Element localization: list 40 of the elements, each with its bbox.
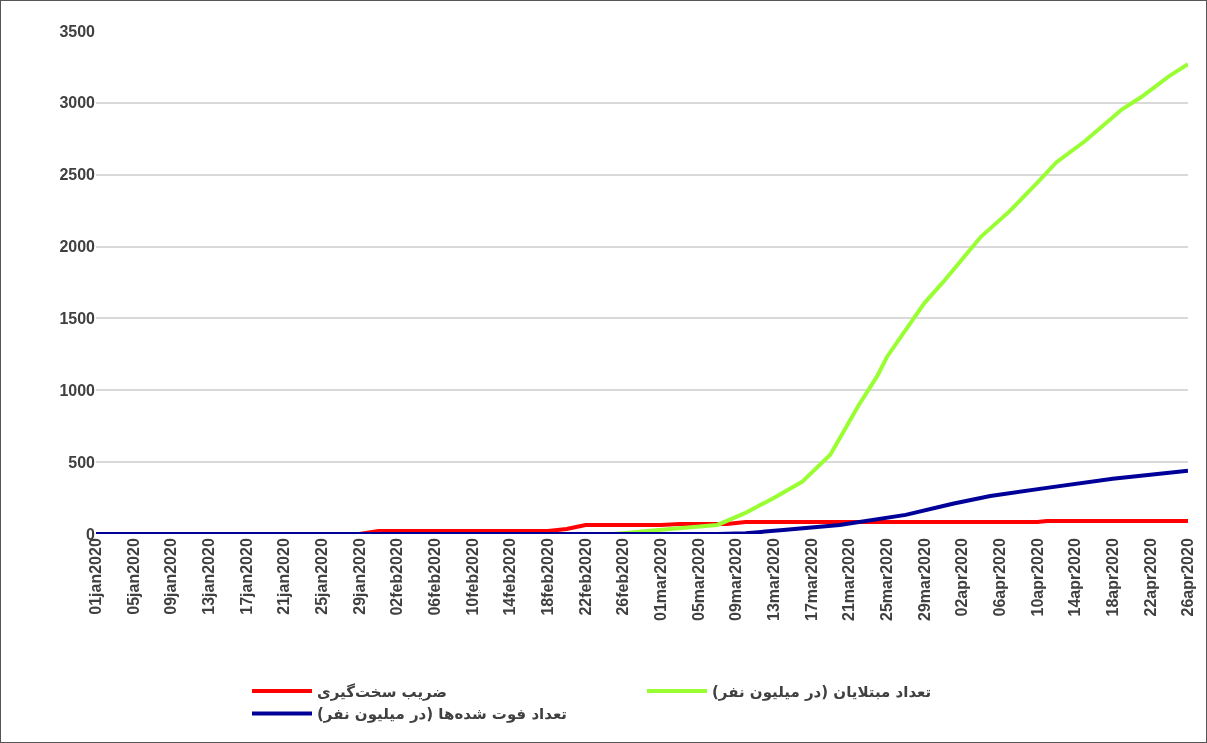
x-tick-label: 01mar2020: [652, 538, 670, 621]
legend-label: تعداد مبتلایان (در میلیون نفر): [712, 682, 932, 701]
x-tick-label: 21mar2020: [840, 538, 858, 621]
x-tick-label: 09jan2020: [162, 538, 180, 615]
x-tick-label: 26feb2020: [614, 538, 632, 616]
legend-label: تعداد فوت شده‌ها (در میلیون نفر): [317, 705, 567, 724]
x-tick-label: 06apr2020: [990, 538, 1008, 617]
line-series: [96, 468, 1188, 534]
x-tick-label: 17mar2020: [802, 538, 820, 621]
x-tick-label: 22apr2020: [1141, 538, 1159, 617]
x-tick-label: 14apr2020: [1066, 538, 1084, 617]
x-tick-label: 29jan2020: [350, 538, 368, 615]
y-tick-label: 3000: [59, 94, 96, 112]
x-tick-label: 26apr2020: [1179, 538, 1197, 617]
x-tick-label: 29mar2020: [915, 538, 933, 621]
x-tick-label: 06feb2020: [426, 538, 444, 616]
x-tick-label: 22feb2020: [576, 538, 594, 616]
x-tick-label: 18apr2020: [1103, 538, 1121, 617]
x-tick-label: 02feb2020: [388, 538, 406, 616]
y-tick-label: 500: [68, 453, 96, 471]
y-tick-label: 1500: [59, 310, 96, 328]
x-tick-label: 25mar2020: [877, 538, 895, 621]
y-tick-label: 3500: [59, 22, 96, 40]
x-tick-label: 09mar2020: [727, 538, 745, 621]
x-tick-label: 02apr2020: [953, 538, 971, 617]
x-tick-label: 05mar2020: [689, 538, 707, 621]
x-tick-label: 17jan2020: [237, 538, 255, 615]
x-tick-label: 14feb2020: [501, 538, 519, 616]
x-tick-label: 10feb2020: [463, 538, 481, 616]
x-tick-label: 10apr2020: [1028, 538, 1046, 617]
x-tick-label: 05jan2020: [124, 538, 142, 615]
x-tick-label: 21jan2020: [275, 538, 293, 615]
x-tick-label: 13mar2020: [764, 538, 782, 621]
y-tick-label: 2000: [59, 238, 96, 256]
x-tick-label: 25jan2020: [313, 538, 331, 615]
y-tick-label: 1000: [59, 381, 96, 399]
x-tick-label: 13jan2020: [200, 538, 218, 615]
x-tick-label: 18feb2020: [539, 538, 557, 616]
y-tick-label: 2500: [59, 166, 96, 184]
legend-label: ضریب سخت‌گیری: [317, 682, 447, 701]
